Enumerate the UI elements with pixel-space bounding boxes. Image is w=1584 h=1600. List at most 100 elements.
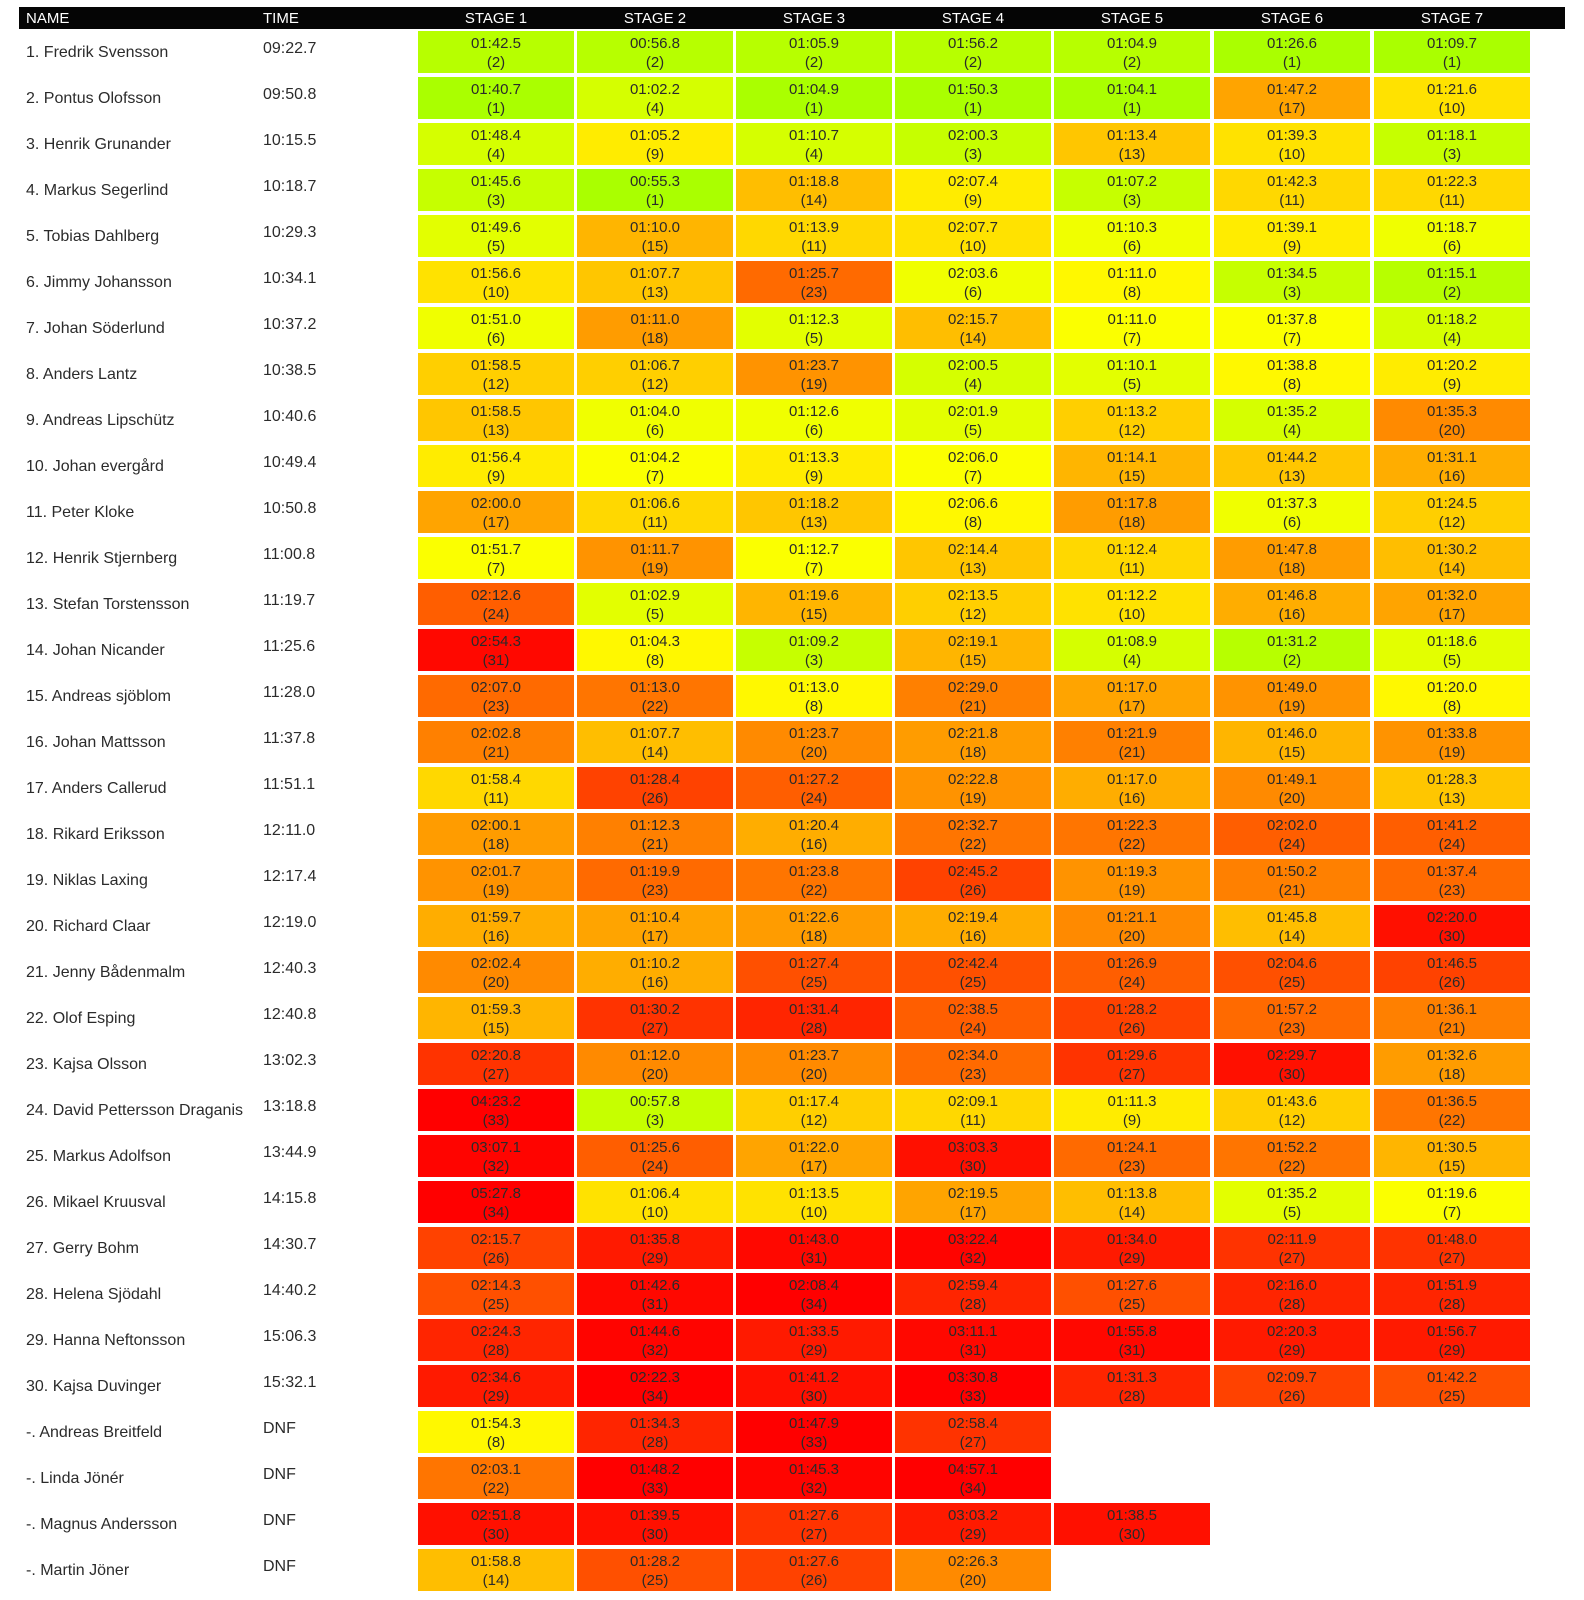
rider-name: 15. Andreas sjöblom	[26, 688, 171, 705]
stage-rank: (14)	[959, 330, 987, 347]
stage-time: 01:37.8	[1266, 311, 1318, 328]
stage-time: 02:14.4	[947, 541, 999, 558]
total-time: 11:51.1	[263, 776, 316, 793]
stage-time: 01:12.6	[788, 403, 840, 420]
stage-time: 01:47.8	[1266, 541, 1318, 558]
table-row: 11. Peter Kloke 10:50.8 02:00.0 (17) 01:06.6…	[19, 489, 1565, 535]
rider-name: 16. Johan Mattsson	[26, 734, 166, 751]
table-row: 19. Niklas Laxing 12:17.4 02:01.7 (19) 01:19…	[19, 857, 1565, 903]
stage-time: 01:18.1	[1426, 127, 1478, 144]
stage-3-cell: 01:23.8 (22)	[736, 859, 892, 901]
stage-time: 01:46.5	[1426, 955, 1478, 972]
stage-time: 04:57.1	[947, 1461, 999, 1478]
stage-time: 01:33.8	[1426, 725, 1478, 742]
stage-time: 02:13.5	[947, 587, 999, 604]
stage-rank: (20)	[1118, 928, 1146, 945]
stage-2-cell: 02:22.3 (34)	[577, 1365, 733, 1407]
stage-time: 01:13.5	[788, 1185, 840, 1202]
stage-time: 01:13.8	[1106, 1185, 1158, 1202]
stage-rank: (18)	[1118, 514, 1146, 531]
rider-name: 19. Niklas Laxing	[26, 872, 148, 889]
stage-time: 01:58.5	[470, 403, 522, 420]
stage-rank: (30)	[1118, 1526, 1146, 1543]
total-time: 11:00.8	[263, 546, 316, 563]
stage-4-cell: 02:07.7 (10)	[895, 215, 1051, 257]
stage-4-cell: 02:06.6 (8)	[895, 491, 1051, 533]
stage-rank: (1)	[804, 100, 824, 117]
stage-time: 01:49.6	[470, 219, 522, 236]
stage-time: 02:32.7	[947, 817, 999, 834]
stage-time: 01:59.3	[470, 1001, 522, 1018]
stage-rank: (1)	[645, 192, 665, 209]
stage-7-cell: 01:20.0 (8)	[1374, 675, 1530, 717]
stage-rank: (10)	[800, 1204, 828, 1221]
stage-rank: (22)	[1438, 1112, 1466, 1129]
stage-6-cell: 01:49.0 (19)	[1214, 675, 1370, 717]
rider-name: 12. Henrik Stjernberg	[26, 550, 178, 567]
stage-time: 01:26.6	[1266, 35, 1318, 52]
stage-rank: (3)	[1282, 284, 1302, 301]
stage-time: 01:48.4	[470, 127, 522, 144]
stage-rank: (5)	[486, 238, 506, 255]
stage-3-cell: 01:09.2 (3)	[736, 629, 892, 671]
stage-3-cell: 02:08.4 (34)	[736, 1273, 892, 1315]
stage-3-cell: 01:45.3 (32)	[736, 1457, 892, 1499]
header-stage-1: STAGE 1	[464, 10, 528, 27]
stage-7-cell: 01:33.8 (19)	[1374, 721, 1530, 763]
stage-6-cell: 02:11.9 (27)	[1214, 1227, 1370, 1269]
stage-2-cell: 01:02.9 (5)	[577, 583, 733, 625]
stage-5-cell: 01:29.6 (27)	[1054, 1043, 1210, 1085]
total-time: DNF	[263, 1558, 296, 1575]
total-time: 12:40.3	[263, 960, 317, 977]
stage-time: 02:22.3	[629, 1369, 681, 1386]
table-row: 14. Johan Nicander 11:25.6 02:54.3 (31) 01:0…	[19, 627, 1565, 673]
stage-rank: (5)	[645, 606, 665, 623]
stage-time: 01:21.6	[1426, 81, 1478, 98]
stage-rank: (21)	[641, 836, 669, 853]
stage-1-cell: 02:03.1 (22)	[418, 1457, 574, 1499]
stage-time: 01:27.6	[788, 1553, 840, 1570]
stage-time: 02:02.4	[470, 955, 522, 972]
stage-4-cell: 03:11.1 (31)	[895, 1319, 1051, 1361]
stage-time: 02:24.3	[470, 1323, 522, 1340]
stage-rank: (7)	[1442, 1204, 1462, 1221]
stage-1-cell: 01:45.6 (3)	[418, 169, 574, 211]
stage-time: 02:20.3	[1266, 1323, 1318, 1340]
stage-rank: (8)	[804, 698, 824, 715]
stage-time: 02:29.0	[947, 679, 999, 696]
stage-4-cell: 01:56.2 (2)	[895, 31, 1051, 73]
stage-7-cell: 01:19.6 (7)	[1374, 1181, 1530, 1223]
stage-4-cell: 02:59.4 (28)	[895, 1273, 1051, 1315]
stage-2-cell: 01:13.0 (22)	[577, 675, 733, 717]
stage-rank: (1)	[963, 100, 983, 117]
stage-4-cell: 03:22.4 (32)	[895, 1227, 1051, 1269]
stage-rank: (25)	[800, 974, 828, 991]
table-row: 22. Olof Esping 12:40.8 01:59.3 (15) 01:30.2…	[19, 995, 1565, 1041]
stage-time: 01:20.4	[788, 817, 840, 834]
stage-rank: (16)	[482, 928, 510, 945]
stage-6-cell: 01:47.8 (18)	[1214, 537, 1370, 579]
stage-6-cell: 01:31.2 (2)	[1214, 629, 1370, 671]
total-time: 12:17.4	[263, 868, 317, 885]
stage-1-cell: 05:27.8 (34)	[418, 1181, 574, 1223]
stage-1-cell: 02:00.1 (18)	[418, 813, 574, 855]
stage-rank: (27)	[800, 1526, 828, 1543]
stage-5-cell: 01:34.0 (29)	[1054, 1227, 1210, 1269]
table-row: 21. Jenny Bådenmalm 12:40.3 02:02.4 (20) 01:…	[19, 949, 1565, 995]
stage-time: 01:58.4	[470, 771, 522, 788]
stage-6-cell: 02:29.7 (30)	[1214, 1043, 1370, 1085]
stage-rank: (24)	[800, 790, 828, 807]
stage-5-cell: 01:08.9 (4)	[1054, 629, 1210, 671]
stage-4-cell: 02:03.6 (6)	[895, 261, 1051, 303]
stage-rank: (7)	[645, 468, 665, 485]
stage-7-cell: 01:31.1 (16)	[1374, 445, 1530, 487]
stage-rank: (4)	[1282, 422, 1302, 439]
stage-time: 01:09.2	[788, 633, 840, 650]
stage-rank: (11)	[483, 790, 509, 807]
stage-6-cell: 01:39.3 (10)	[1214, 123, 1370, 165]
header-stage-7: STAGE 7	[1420, 10, 1484, 27]
stage-time: 01:11.3	[1107, 1093, 1157, 1110]
stage-time: 01:19.6	[788, 587, 840, 604]
stage-rank: (2)	[804, 54, 824, 71]
stage-time: 02:21.8	[947, 725, 999, 742]
